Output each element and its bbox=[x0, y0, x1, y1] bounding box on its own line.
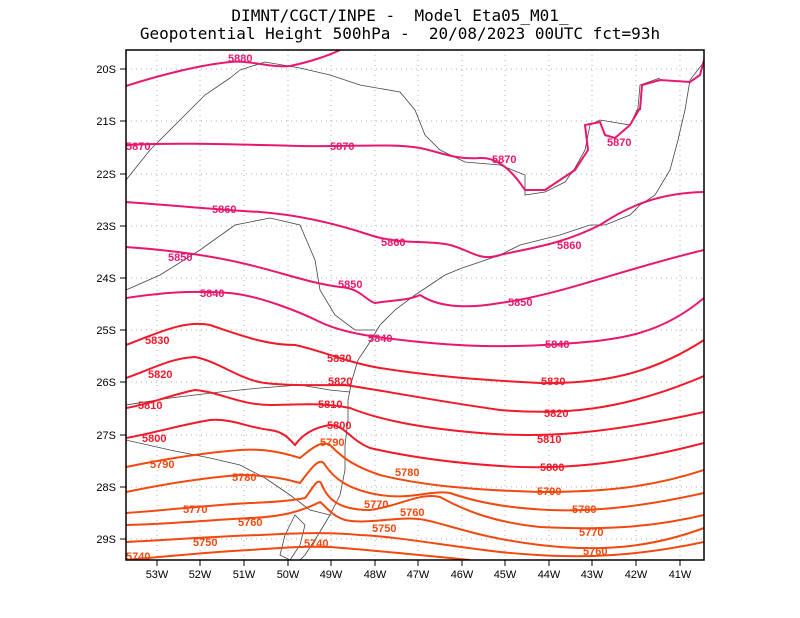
contour-label-5870: 5870 bbox=[492, 154, 516, 166]
state-border-sp-pr bbox=[126, 217, 375, 331]
contour-label-5760: 5760 bbox=[400, 507, 424, 519]
contour-label-5850: 5850 bbox=[508, 297, 532, 309]
lat-label: 29S bbox=[96, 534, 116, 546]
lat-label: 27S bbox=[96, 430, 116, 442]
contour-label-5800: 5800 bbox=[142, 433, 166, 445]
contour-5870 bbox=[126, 107, 641, 191]
contour-5840 bbox=[126, 290, 704, 348]
lon-label: 42W bbox=[625, 569, 648, 581]
contour-label-5820: 5820 bbox=[544, 408, 568, 420]
contour-5820 bbox=[126, 355, 704, 413]
contour-label-5740: 5740 bbox=[304, 538, 328, 550]
contour-labels: 5880 5870 5870 5870 5870 5860 5860 5860 … bbox=[126, 53, 631, 563]
lon-label: 51W bbox=[233, 569, 256, 581]
contour-label-5800: 5800 bbox=[327, 420, 351, 432]
contour-label-5790: 5790 bbox=[320, 437, 344, 449]
lat-label: 22S bbox=[96, 169, 116, 181]
map-frame bbox=[125, 49, 705, 561]
contour-label-5770: 5770 bbox=[579, 527, 603, 539]
contour-label-5750: 5750 bbox=[193, 537, 217, 549]
contour-5810 bbox=[126, 388, 704, 437]
coastline bbox=[299, 61, 704, 560]
contour-label-5810: 5810 bbox=[138, 400, 162, 412]
lon-label: 47W bbox=[407, 569, 430, 581]
lon-label: 44W bbox=[538, 569, 561, 581]
lon-label: 41W bbox=[669, 569, 692, 581]
axis-ticks bbox=[120, 68, 681, 566]
lon-label: 48W bbox=[364, 569, 387, 581]
lake-patos bbox=[279, 514, 306, 560]
contour-label-5850: 5850 bbox=[338, 279, 362, 291]
contour-label-5760: 5760 bbox=[238, 517, 262, 529]
contour-label-5740: 5740 bbox=[126, 551, 150, 563]
latitude-labels: 20S 21S 22S 23S 24S 25S 26S 27S 28S 29S bbox=[96, 64, 116, 546]
contour-label-5880: 5880 bbox=[228, 53, 252, 65]
lat-label: 24S bbox=[96, 273, 116, 285]
contour-5750 bbox=[126, 532, 704, 558]
contour-5880 bbox=[126, 50, 341, 87]
contour-label-5810: 5810 bbox=[318, 399, 342, 411]
contour-label-5830: 5830 bbox=[541, 376, 565, 388]
contour-label-5850: 5850 bbox=[168, 252, 192, 264]
contour-label-5860: 5860 bbox=[212, 204, 236, 216]
contour-label-5870: 5870 bbox=[330, 141, 354, 153]
contour-5860 bbox=[126, 191, 704, 259]
contour-label-5760: 5760 bbox=[583, 546, 607, 558]
contour-label-5860: 5860 bbox=[381, 237, 405, 249]
contour-label-5830: 5830 bbox=[327, 353, 351, 365]
contour-label-5780: 5780 bbox=[395, 467, 419, 479]
lat-label: 28S bbox=[96, 482, 116, 494]
lon-label: 50W bbox=[277, 569, 300, 581]
contour-label-5790: 5790 bbox=[537, 486, 561, 498]
lon-label: 43W bbox=[581, 569, 604, 581]
chart-title-line-1: DIMNT/CGCT/INPE - Model Eta05_M01_ bbox=[231, 6, 569, 25]
contour-5880-east bbox=[639, 59, 704, 111]
contour-label-5860: 5860 bbox=[557, 240, 581, 252]
contour-label-5820: 5820 bbox=[148, 369, 172, 381]
contour-label-5870: 5870 bbox=[126, 141, 150, 153]
contour-label-5830: 5830 bbox=[145, 335, 169, 347]
contour-lines bbox=[126, 50, 704, 560]
contour-5770 bbox=[126, 480, 704, 530]
contour-5740 bbox=[126, 545, 471, 560]
contour-label-5840: 5840 bbox=[200, 288, 224, 300]
lat-label: 23S bbox=[96, 221, 116, 233]
state-border-pr-sc bbox=[126, 384, 351, 406]
lat-label: 26S bbox=[96, 377, 116, 389]
contour-label-5840: 5840 bbox=[368, 333, 392, 345]
contour-label-5780: 5780 bbox=[572, 504, 596, 516]
lon-label: 45W bbox=[494, 569, 517, 581]
lon-label: 46W bbox=[451, 569, 474, 581]
lon-label: 49W bbox=[320, 569, 343, 581]
lat-label: 20S bbox=[96, 64, 116, 76]
contour-5830 bbox=[126, 322, 704, 385]
chart-title-line-2: Geopotential Height 500hPa - 20/08/2023 … bbox=[139, 24, 661, 43]
lat-label: 21S bbox=[96, 116, 116, 128]
contour-label-5770: 5770 bbox=[364, 499, 388, 511]
lon-label: 52W bbox=[189, 569, 212, 581]
grid bbox=[126, 50, 704, 560]
contour-label-5770: 5770 bbox=[183, 504, 207, 516]
contour-5850 bbox=[126, 246, 704, 308]
contour-label-5800: 5800 bbox=[540, 462, 564, 474]
contour-label-5750: 5750 bbox=[372, 523, 396, 535]
contour-label-5790: 5790 bbox=[150, 459, 174, 471]
longitude-labels: 53W 52W 51W 50W 49W 48W 47W 46W 45W 44W … bbox=[146, 569, 692, 581]
lat-label: 25S bbox=[96, 325, 116, 337]
contour-5780 bbox=[126, 460, 704, 512]
lon-label: 53W bbox=[146, 569, 169, 581]
contour-label-5840: 5840 bbox=[545, 339, 569, 351]
contour-label-5810: 5810 bbox=[537, 434, 561, 446]
contour-label-5870: 5870 bbox=[607, 137, 631, 149]
border-west bbox=[126, 69, 241, 181]
contour-label-5780: 5780 bbox=[232, 472, 256, 484]
contour-5800 bbox=[126, 418, 704, 469]
contour-label-5820: 5820 bbox=[328, 376, 352, 388]
contour-5790 bbox=[126, 442, 704, 494]
state-border-mg-sp bbox=[239, 61, 661, 196]
contour-5760 bbox=[126, 500, 704, 550]
